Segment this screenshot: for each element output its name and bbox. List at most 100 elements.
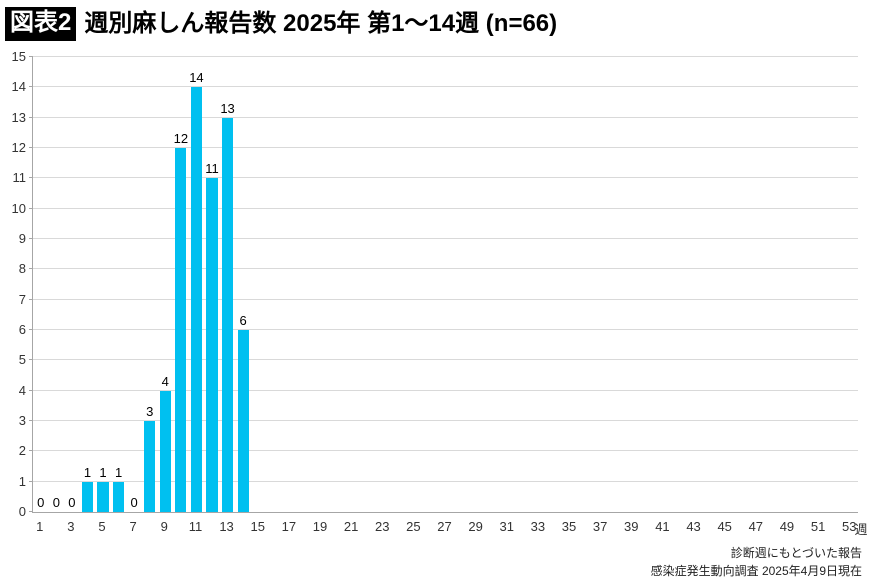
y-axis-label: 0 <box>18 504 26 519</box>
bar-value-label: 4 <box>161 373 169 389</box>
bar <box>190 87 203 512</box>
y-axis-label: 12 <box>11 140 26 155</box>
figure-number-badge: 図表2 <box>5 7 77 41</box>
gridline <box>33 268 858 270</box>
gridline <box>33 177 858 179</box>
source-note-line2: 感染症発生動向調査 2025年4月9日現在 <box>650 563 862 578</box>
y-tick-mark <box>29 116 33 118</box>
y-tick-mark <box>29 420 33 421</box>
y-tick-mark <box>29 56 33 57</box>
x-axis-label: 11 <box>188 519 203 534</box>
y-axis-label: 8 <box>18 261 26 277</box>
y-tick-mark <box>29 511 33 512</box>
bar-value-label: 0 <box>130 495 138 510</box>
gridline <box>33 329 858 330</box>
x-axis-label: 45 <box>717 519 732 534</box>
bar <box>97 481 109 512</box>
x-axis-label: 33 <box>530 519 546 534</box>
bar-value-label: 13 <box>220 100 235 116</box>
y-tick-mark <box>29 389 33 391</box>
gridline <box>33 359 858 361</box>
bar-value-label: 12 <box>173 131 189 146</box>
y-axis-label: 5 <box>18 352 26 368</box>
x-axis-label: 39 <box>624 519 639 534</box>
bar-value-label: 1 <box>99 464 107 480</box>
x-axis-label: 15 <box>250 519 265 534</box>
x-axis-label: 25 <box>406 519 421 534</box>
x-axis-label: 13 <box>219 519 234 534</box>
x-axis-unit-label: 週 <box>854 522 868 537</box>
bar-chart-plot-area: 0 1 2 3 4 5 6 7 8 9 10 11 12 13 14 15 0 0 0 1 1 1 0 3 4 12 14 11 13 6 <box>12 49 858 519</box>
gridline <box>33 86 858 88</box>
y-tick-mark <box>29 480 33 482</box>
x-axis-label: 29 <box>468 519 483 534</box>
x-axis-label: 9 <box>160 519 168 534</box>
x-axis-label: 49 <box>779 519 795 534</box>
y-axis-label: 3 <box>18 413 26 428</box>
gridline <box>33 389 858 391</box>
bar-value-label: 0 <box>68 495 76 510</box>
y-tick-mark <box>29 207 33 209</box>
chart-title: 週別麻しん報告数 2025年 第1〜14週 (n=66) <box>84 10 558 37</box>
gridline <box>33 238 858 239</box>
x-axis-label: 53 <box>841 519 857 534</box>
y-tick-mark <box>29 147 33 148</box>
gridline <box>33 480 858 482</box>
bar <box>159 390 171 512</box>
x-axis-label: 19 <box>312 519 328 534</box>
source-note: 診断週にもとづいた報告 感染症発生動向調査 2025年4月9日現在 <box>651 545 862 580</box>
gridline <box>33 147 858 148</box>
y-axis-label: 4 <box>18 382 26 398</box>
x-axis-label: 37 <box>592 519 608 534</box>
x-axis-labels: 1 3 5 7 9 11 13 15 17 19 21 23 25 27 29 31 33 35 37 39 41 43 4… <box>32 519 867 537</box>
y-tick-mark <box>29 177 33 179</box>
gridline <box>33 116 858 118</box>
bar-value-label: 6 <box>239 313 247 328</box>
x-axis-label: 21 <box>343 519 359 534</box>
x-axis-label: 1 <box>36 519 44 534</box>
bar <box>237 330 249 512</box>
y-tick-mark <box>29 450 33 452</box>
bar-value-label: 0 <box>37 495 45 510</box>
y-axis-label: 2 <box>18 443 26 459</box>
y-axis-label: 1 <box>18 473 26 489</box>
gridline <box>33 450 858 452</box>
x-axis-label: 3 <box>67 519 75 534</box>
bar <box>113 481 125 512</box>
x-axis-label: 23 <box>375 519 390 534</box>
bar-value-label: 1 <box>114 464 123 480</box>
x-axis-label: 27 <box>437 519 452 534</box>
y-axis-label: 7 <box>18 291 26 307</box>
y-axis-label: 11 <box>12 170 27 186</box>
bar <box>144 421 156 512</box>
y-axis-label: 15 <box>11 49 26 64</box>
y-axis-label: 13 <box>11 109 26 125</box>
x-axis-label: 43 <box>686 519 701 534</box>
y-tick-mark <box>29 268 33 270</box>
y-tick-mark <box>29 238 33 239</box>
gridline <box>33 207 858 209</box>
bar <box>175 148 187 512</box>
gridline <box>33 56 858 57</box>
bar-value-label: 1 <box>83 464 92 480</box>
y-tick-mark <box>29 86 33 88</box>
y-axis-label: 14 <box>11 79 26 95</box>
y-tick-mark <box>29 329 33 330</box>
bar-value-label: 14 <box>189 70 204 86</box>
y-axis-label: 9 <box>18 231 26 246</box>
y-axis-label: 6 <box>18 322 26 337</box>
gridline <box>33 420 858 421</box>
x-axis-label: 47 <box>748 519 764 534</box>
x-axis-label: 7 <box>129 519 137 534</box>
source-note-line1: 診断週にもとづいた報告 <box>730 546 862 561</box>
x-axis-label: 5 <box>98 519 106 534</box>
bar-value-label: 3 <box>146 404 154 419</box>
y-tick-mark <box>29 359 33 361</box>
x-axis-label: 35 <box>561 519 577 534</box>
y-tick-mark <box>29 298 33 300</box>
bar <box>221 117 234 512</box>
y-axis-label: 10 <box>11 200 26 216</box>
bar-value-label: 0 <box>52 495 60 510</box>
chart-header: 図表2 週別麻しん報告数 2025年 第1〜14週 (n=66) <box>5 7 557 41</box>
